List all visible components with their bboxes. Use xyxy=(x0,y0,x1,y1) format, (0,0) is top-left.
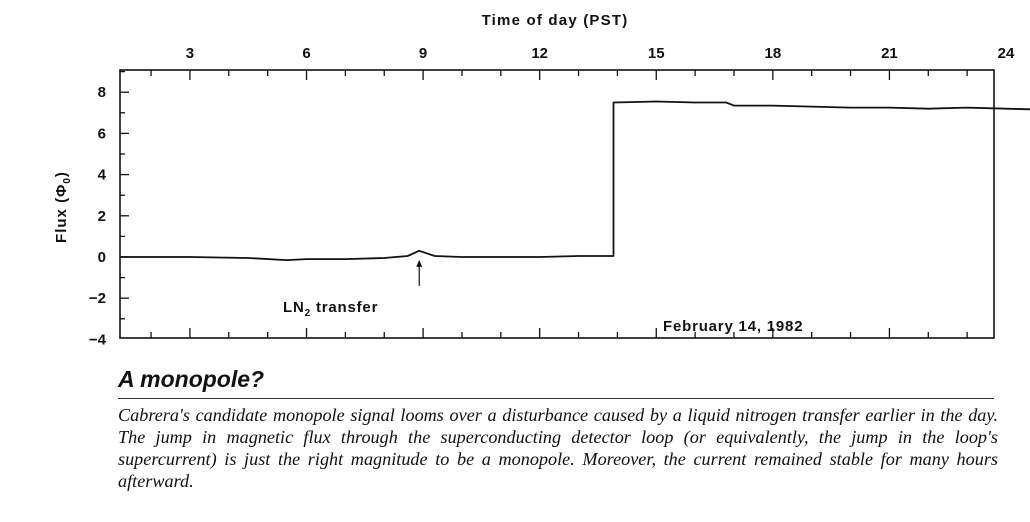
caption-divider xyxy=(118,398,994,399)
x-axis-title: Time of day (PST) xyxy=(482,12,629,29)
y-tick-label: −2 xyxy=(89,290,106,307)
caption-heading: A monopole? xyxy=(118,366,265,392)
ln2-transfer-arrowhead xyxy=(416,259,423,267)
plot-frame xyxy=(119,69,995,339)
x-tick-label: 21 xyxy=(881,45,898,62)
flux-series-line xyxy=(120,100,1030,261)
y-tick-label: 6 xyxy=(98,125,106,142)
y-axis-title: Flux (Φ0) xyxy=(53,171,73,243)
x-tick-label: 12 xyxy=(531,45,548,62)
y-tick-marks xyxy=(120,70,129,320)
x-tick-marks xyxy=(150,70,968,338)
caption-text: Cabrera's candidate monopole signal loom… xyxy=(118,405,998,491)
x-tick-label: 15 xyxy=(648,45,665,62)
ln2-transfer-annotation: LN2 transfer xyxy=(283,299,378,319)
date-annotation: February 14, 1982 xyxy=(663,318,803,335)
y-tick-label: 2 xyxy=(98,208,106,225)
x-tick-label: 24 xyxy=(998,45,1015,62)
x-tick-label: 3 xyxy=(186,45,194,62)
y-tick-label: 8 xyxy=(98,84,106,101)
y-tick-label: 4 xyxy=(98,167,107,184)
flux-chart: 3 6 9 12 15 18 21 24 8 6 4 2 0 −2 −4 Time of day (PST… xyxy=(53,12,1030,348)
x-tick-label: 18 xyxy=(765,45,782,62)
y-tick-labels: 8 6 4 2 0 −2 −4 xyxy=(89,84,107,348)
x-tick-label: 6 xyxy=(302,45,310,62)
x-tick-label: 9 xyxy=(419,45,427,62)
y-tick-label: −4 xyxy=(89,331,107,348)
y-tick-label: 0 xyxy=(98,249,106,266)
x-tick-labels: 3 6 9 12 15 18 21 24 xyxy=(186,45,1015,62)
